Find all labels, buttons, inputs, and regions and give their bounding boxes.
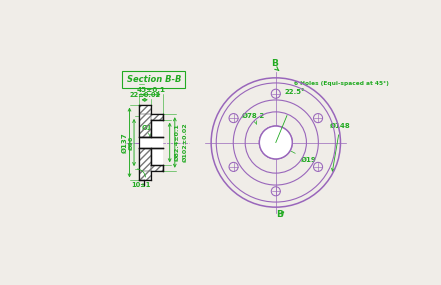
FancyBboxPatch shape <box>151 165 164 171</box>
Text: Ø96: Ø96 <box>129 135 134 150</box>
FancyBboxPatch shape <box>151 114 164 120</box>
Circle shape <box>259 126 292 159</box>
Text: 10±1: 10±1 <box>132 182 151 188</box>
Text: Ø137: Ø137 <box>122 132 128 153</box>
Text: 6 Holes (Equi-spaced at 45°): 6 Holes (Equi-spaced at 45°) <box>294 81 389 86</box>
Text: 22.5°: 22.5° <box>284 89 305 95</box>
Text: Ø19: Ø19 <box>142 125 157 137</box>
Text: Ø19: Ø19 <box>287 149 316 163</box>
Text: Ø78.2: Ø78.2 <box>242 113 265 125</box>
FancyBboxPatch shape <box>138 114 151 137</box>
Text: Section B-B: Section B-B <box>127 75 181 84</box>
FancyBboxPatch shape <box>138 137 164 148</box>
Text: 22±0.02: 22±0.02 <box>129 92 160 98</box>
Text: B: B <box>271 60 278 68</box>
FancyBboxPatch shape <box>138 148 151 171</box>
FancyBboxPatch shape <box>138 105 151 114</box>
Text: Ø102±0.02: Ø102±0.02 <box>183 123 188 162</box>
Text: Ø82.4±0.1: Ø82.4±0.1 <box>175 124 180 161</box>
FancyBboxPatch shape <box>151 120 164 165</box>
FancyBboxPatch shape <box>138 171 151 180</box>
Text: Ø148: Ø148 <box>330 123 351 171</box>
Text: B: B <box>277 210 284 219</box>
Text: 45±0.1: 45±0.1 <box>137 87 165 93</box>
